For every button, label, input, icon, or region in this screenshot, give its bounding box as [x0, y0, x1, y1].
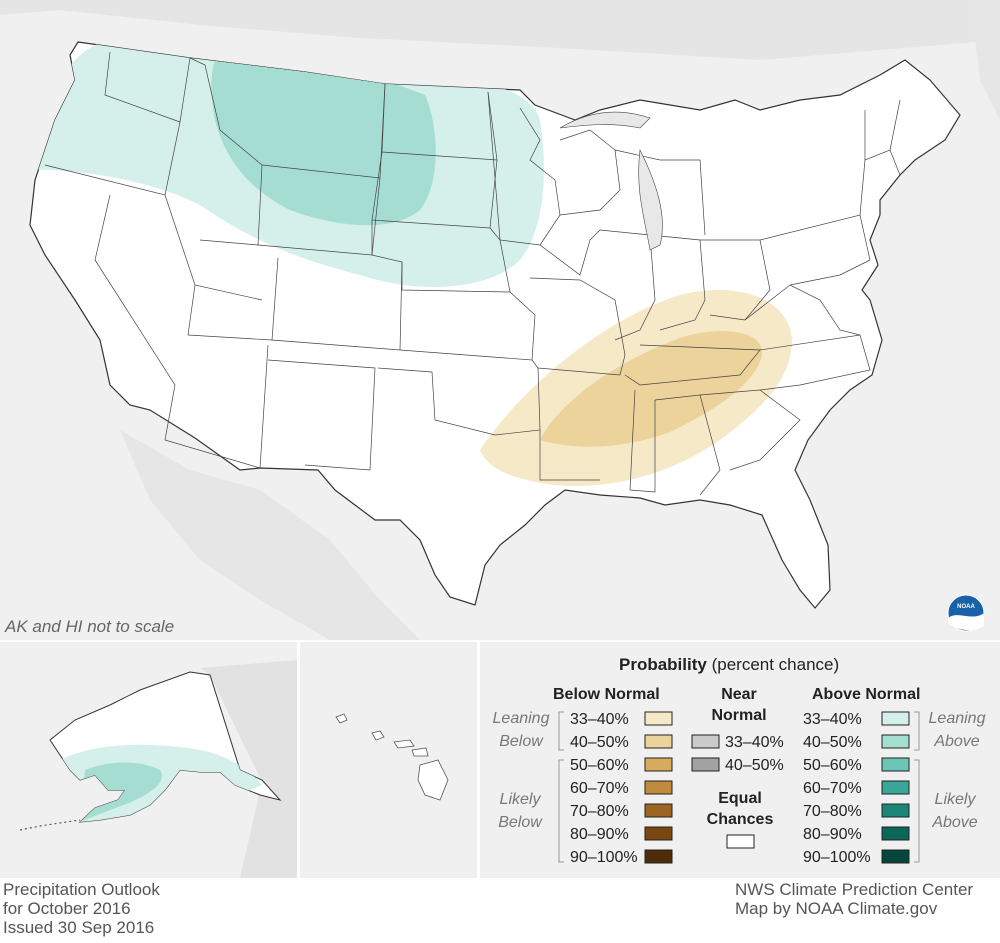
below-item-label: 33–40%: [570, 711, 629, 728]
above-item-swatch: [881, 826, 910, 841]
lake-superior: [559, 111, 651, 129]
equal-chances-swatch: [726, 834, 755, 849]
leaning-below-1: Leaning: [493, 710, 550, 727]
above-item-swatch: [881, 849, 910, 864]
below-item-label: 60–70%: [570, 780, 629, 797]
above-item-swatch: [881, 757, 910, 772]
noaa-logo-text: NOAA: [957, 604, 975, 610]
title-line-1: Precipitation Outlook: [3, 880, 160, 899]
above-item-label: 60–70%: [803, 780, 862, 797]
above-item-swatch: [881, 734, 910, 749]
legend-heading-bold: Probability: [619, 655, 707, 674]
below-normal-header: Below Normal: [553, 686, 660, 703]
legend: Probability (percent chance) Below Norma…: [493, 655, 986, 866]
outlook-title-block: Precipitation Outlook for October 2016 I…: [3, 880, 160, 937]
below-item-label: 50–60%: [570, 757, 629, 774]
above-item-swatch: [881, 711, 910, 726]
below-item-swatch: [644, 780, 673, 795]
likely-below-1: Likely: [500, 791, 542, 808]
canada-yukon-landmass: [200, 660, 297, 878]
above-item-label: 80–90%: [803, 826, 862, 843]
below-item-label: 80–90%: [570, 826, 629, 843]
above-item-label: 33–40%: [803, 711, 862, 728]
below-item-swatch: [644, 757, 673, 772]
leaning-below-bracket: [558, 711, 564, 751]
leaning-above-1: Leaning: [929, 710, 986, 727]
near-item-label: 33–40%: [725, 734, 784, 751]
likely-below-2: Below: [498, 814, 543, 831]
above-item-swatch: [881, 780, 910, 795]
below-normal-items: 33–40% 40–50% 50–60% 60–70% 70–80% 80–90% 90–1…: [570, 711, 673, 866]
below-item-swatch: [644, 849, 673, 864]
near-item-swatch: [691, 757, 720, 772]
conus: [29, 41, 961, 609]
mexico-landmass: [120, 430, 420, 640]
credit-line-2: Map by NOAA Climate.gov: [735, 899, 938, 918]
near-item-swatch: [691, 734, 720, 749]
above-normal-items: 33–40% 40–50% 50–60% 60–70% 70–80% 80–90% 90–1…: [803, 711, 910, 866]
credit-block: NWS Climate Prediction Center Map by NOA…: [735, 880, 973, 918]
above-item-label: 50–60%: [803, 757, 862, 774]
near-normal-header-2: Normal: [711, 707, 766, 724]
above-normal-header: Above Normal: [812, 686, 920, 703]
title-line-2: for October 2016: [3, 899, 131, 918]
near-normal-header-1: Near: [721, 686, 757, 703]
leaning-above-bracket: [914, 711, 920, 751]
near-item-label: 40–50%: [725, 757, 784, 774]
leaning-below-2: Below: [499, 733, 544, 750]
legend-heading-rest: (percent chance): [707, 655, 839, 674]
equal-chances-2: Chances: [707, 811, 774, 828]
equal-chances-1: Equal: [718, 790, 762, 807]
title-line-3: Issued 30 Sep 2016: [3, 918, 155, 937]
legend-heading: Probability (percent chance): [619, 655, 839, 674]
hawaii-panel: [300, 642, 477, 878]
likely-above-1: Likely: [935, 791, 977, 808]
below-item-swatch: [644, 734, 673, 749]
credit-line-1: NWS Climate Prediction Center: [735, 880, 974, 899]
leaning-above-2: Above: [933, 733, 979, 750]
canada-east-landmass: [970, 0, 1000, 120]
below-40-50-region: [540, 331, 763, 447]
near-normal-items: 33–40% 40–50%: [691, 734, 784, 774]
hawaii-map: [335, 713, 449, 801]
above-item-label: 40–50%: [803, 734, 862, 751]
below-item-label: 70–80%: [570, 803, 629, 820]
likely-below-bracket: [558, 759, 564, 863]
below-item-swatch: [644, 803, 673, 818]
outlook-shading: [30, 42, 792, 486]
lake-michigan: [638, 148, 663, 251]
scale-note: AK and HI not to scale: [4, 617, 174, 636]
below-item-swatch: [644, 826, 673, 841]
above-item-label: 90–100%: [803, 849, 871, 866]
state-borders: [44, 51, 901, 496]
likely-above-2: Above: [931, 814, 977, 831]
below-item-label: 90–100%: [570, 849, 638, 866]
below-item-swatch: [644, 711, 673, 726]
canada-landmass: [0, 0, 1000, 60]
above-item-label: 70–80%: [803, 803, 862, 820]
above-item-swatch: [881, 803, 910, 818]
noaa-logo: NOAA: [947, 594, 985, 632]
below-item-label: 40–50%: [570, 734, 629, 751]
likely-above-bracket: [914, 759, 920, 863]
